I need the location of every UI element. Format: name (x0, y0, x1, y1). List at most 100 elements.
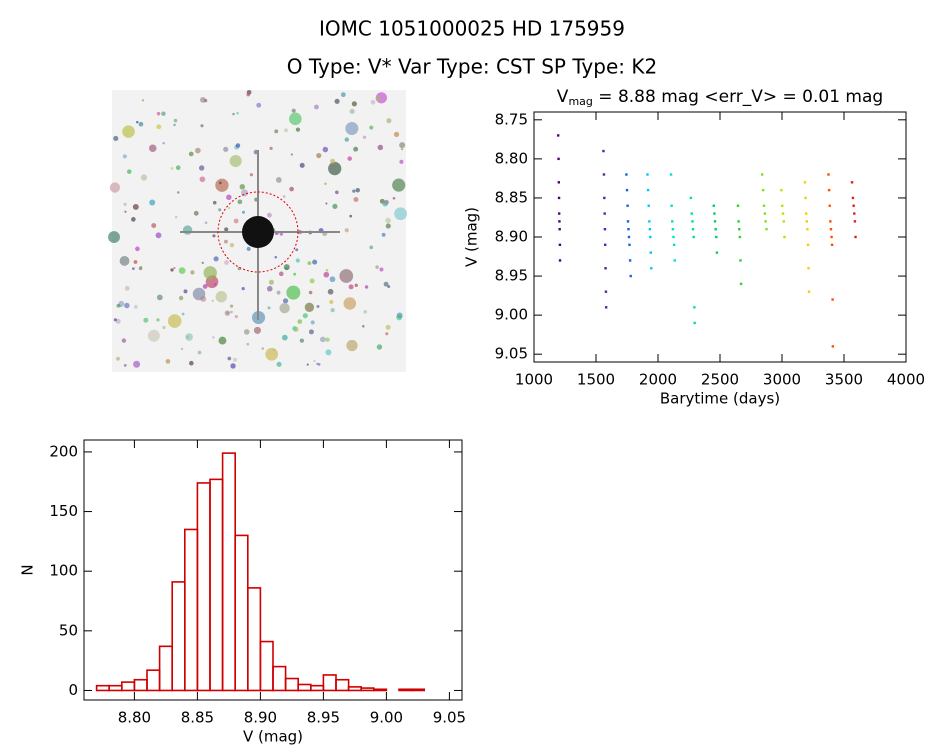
star (230, 363, 236, 369)
data-point (762, 204, 766, 207)
data-point (738, 235, 742, 239)
data-point (851, 196, 855, 200)
star (135, 246, 140, 252)
star (170, 167, 174, 170)
data-point (558, 259, 562, 262)
data-point (604, 290, 608, 293)
star (136, 120, 139, 124)
star (149, 199, 156, 206)
hist-bar (410, 688, 426, 692)
star (299, 338, 305, 343)
star (202, 284, 208, 289)
data-point (713, 212, 716, 215)
star (246, 342, 250, 346)
data-point (669, 173, 673, 176)
star (162, 325, 166, 330)
hist-bar (247, 587, 262, 692)
star (131, 217, 136, 222)
hist-bar (322, 674, 337, 692)
star (165, 359, 171, 364)
star (399, 159, 404, 164)
star (352, 189, 356, 193)
star (161, 111, 166, 116)
star (212, 336, 215, 339)
data-point (850, 181, 854, 184)
star (281, 334, 288, 341)
star (330, 307, 335, 313)
star (375, 95, 381, 102)
star (331, 164, 335, 168)
data-point (715, 251, 719, 254)
hist-bar (171, 581, 186, 692)
star (379, 267, 384, 272)
data-point (764, 220, 767, 223)
data-point (691, 220, 694, 223)
data-point (693, 321, 696, 325)
x-tick-label: 9.05 (433, 709, 466, 727)
data-point (557, 212, 561, 215)
data-point (781, 212, 785, 215)
star (232, 357, 238, 362)
star (116, 303, 121, 308)
star (175, 165, 181, 171)
star (224, 227, 229, 232)
hist-bar (372, 688, 388, 692)
y-tick-label: 0 (68, 681, 78, 699)
data-point (628, 259, 632, 262)
data-point (852, 204, 855, 207)
star (317, 362, 321, 366)
y-tick-label: 100 (49, 562, 78, 580)
star (123, 202, 127, 206)
star (279, 232, 284, 236)
data-point (603, 196, 606, 200)
star (385, 324, 391, 330)
star (355, 188, 360, 193)
data-point (672, 235, 675, 239)
star (138, 121, 144, 127)
data-point (804, 196, 807, 200)
data-point (827, 173, 830, 176)
star (181, 312, 185, 316)
star (195, 147, 201, 154)
star (124, 210, 127, 213)
star (306, 363, 309, 366)
star (353, 148, 358, 152)
hist-bar (133, 678, 148, 692)
star (203, 266, 217, 280)
star (236, 112, 239, 115)
star (147, 329, 160, 342)
star (275, 177, 282, 183)
star (383, 281, 389, 287)
hist-bar (184, 528, 199, 692)
star (190, 270, 195, 275)
data-point (781, 204, 784, 207)
data-point (761, 188, 765, 192)
star (215, 291, 228, 303)
star (182, 225, 193, 235)
title-main: V (557, 87, 569, 107)
y-axis-label: V (mag) (463, 207, 481, 267)
data-point (854, 235, 857, 239)
hist-bar (146, 669, 161, 692)
data-point (558, 220, 561, 223)
star (124, 302, 130, 309)
y-tick-label: 150 (49, 502, 78, 520)
star (292, 326, 297, 331)
star (116, 356, 120, 361)
star (241, 189, 249, 197)
star (113, 318, 117, 322)
data-point (831, 345, 835, 348)
data-point (602, 173, 606, 176)
star (188, 151, 194, 157)
star (353, 196, 359, 202)
data-point (804, 212, 808, 215)
star (349, 214, 353, 218)
star (265, 347, 279, 361)
star (266, 212, 272, 218)
star (325, 337, 330, 342)
hist-bar (284, 677, 300, 692)
star (290, 153, 293, 156)
hist-bar (272, 665, 287, 692)
star (319, 336, 326, 343)
star (177, 191, 180, 194)
